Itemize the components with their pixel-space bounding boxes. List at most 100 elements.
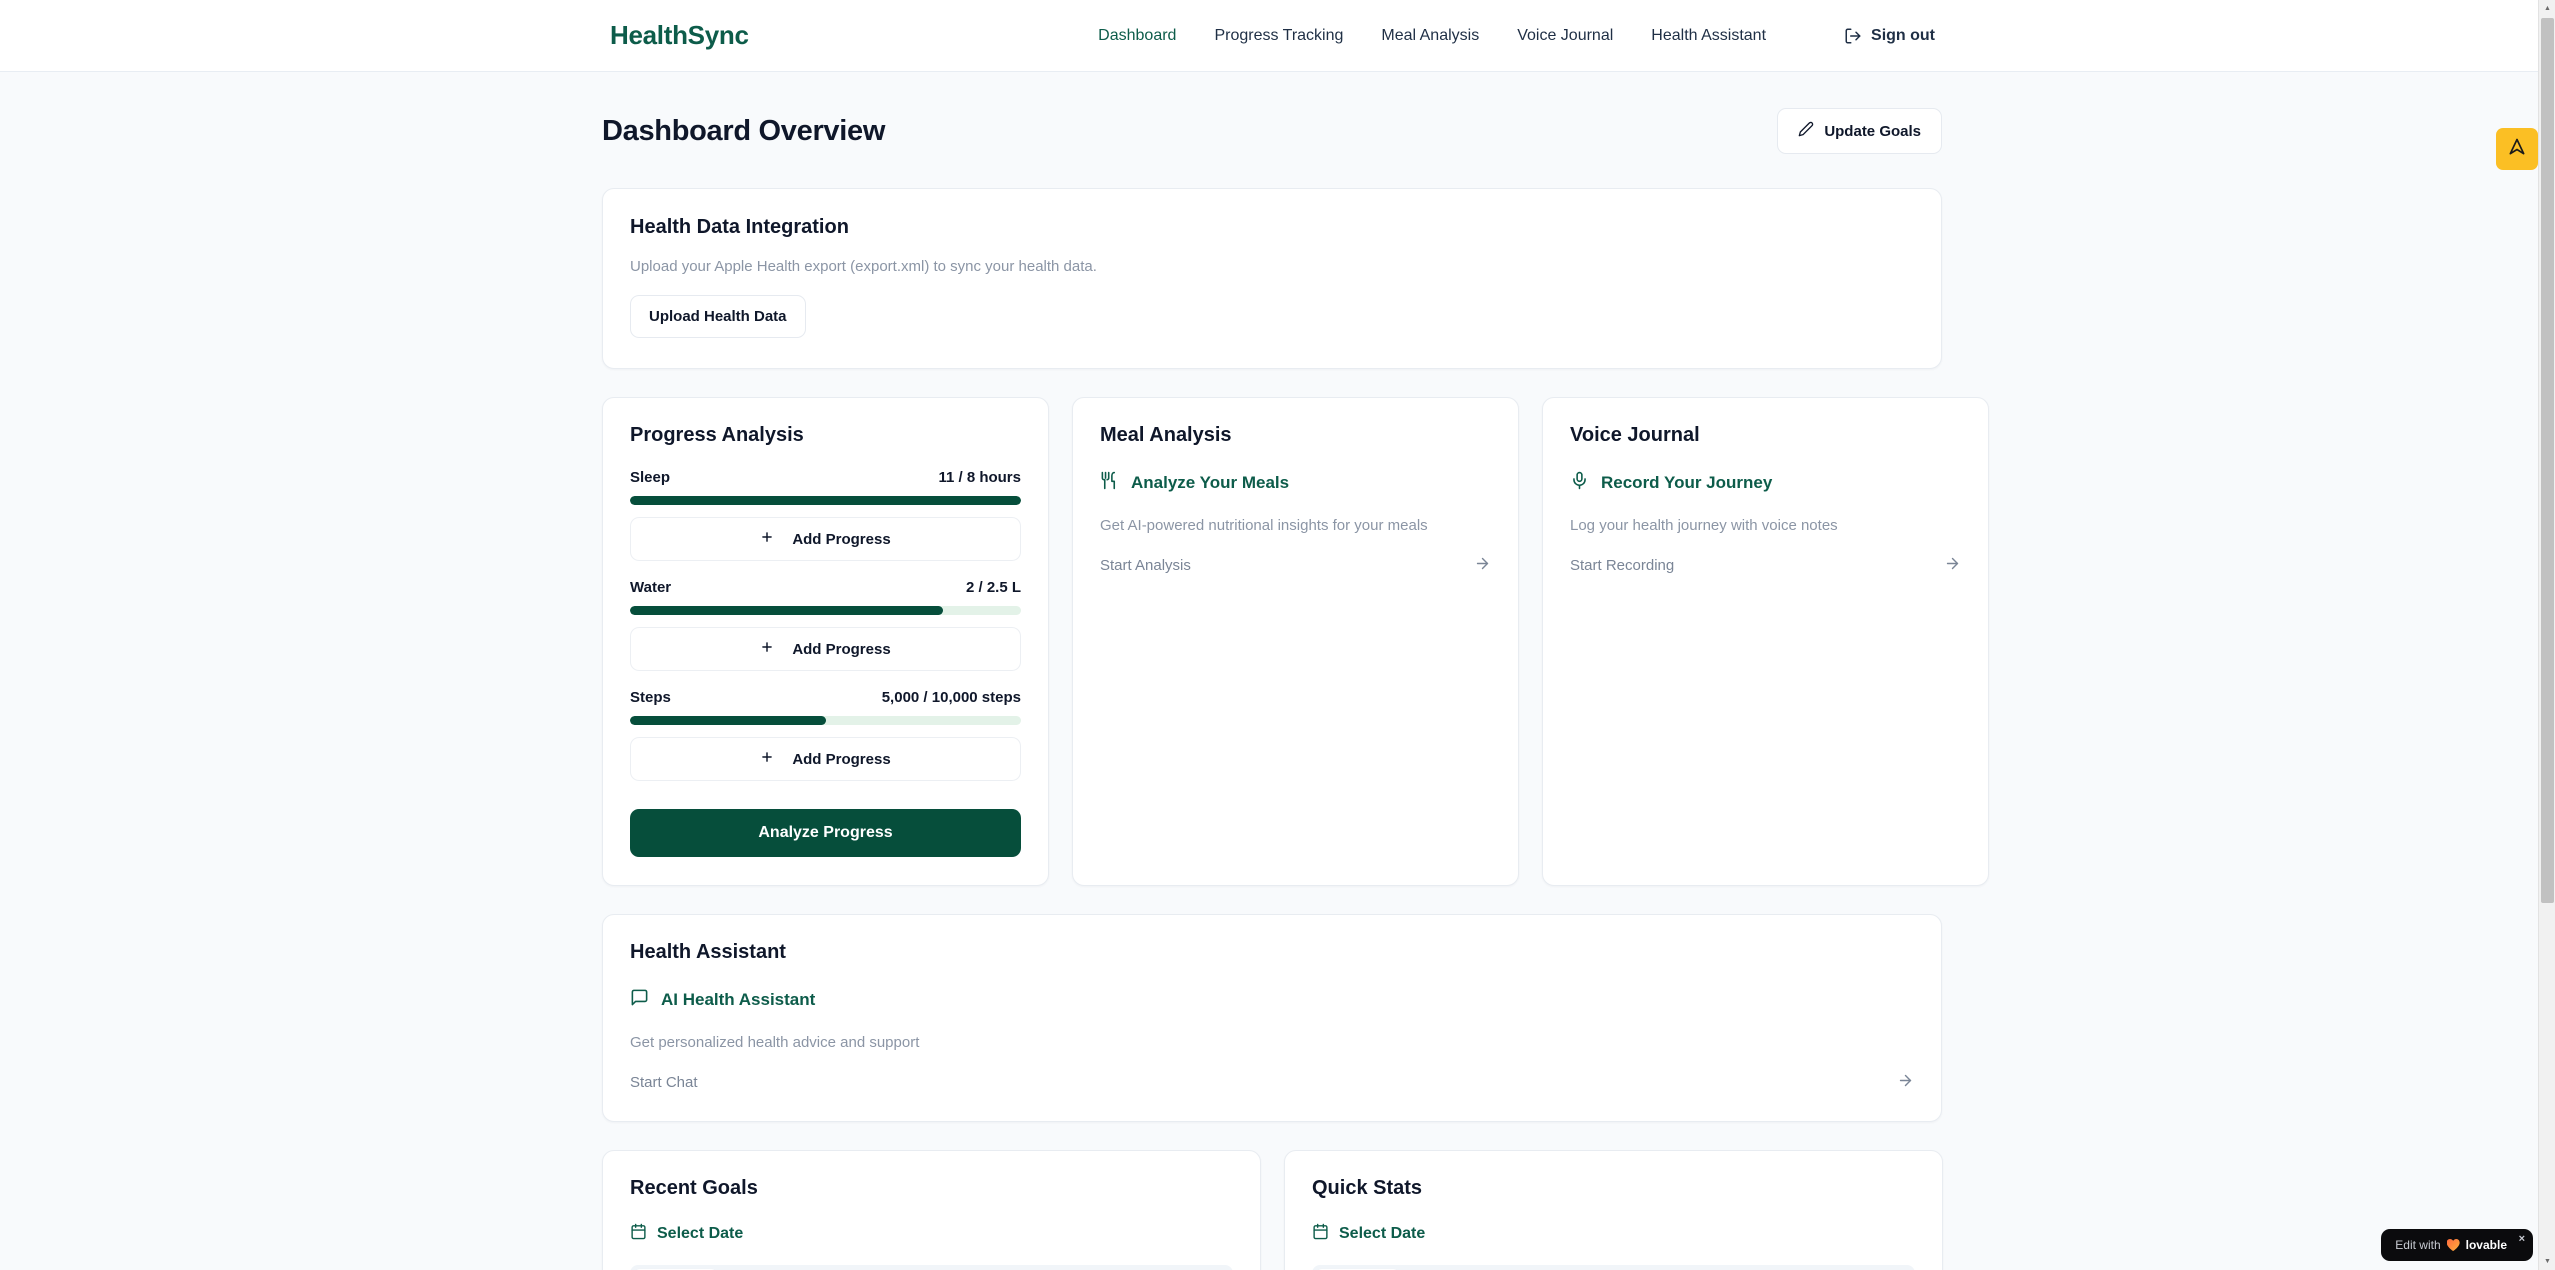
add-progress-sleep-button[interactable]: Add Progress <box>630 517 1021 561</box>
health-assistant-headline-row: AI Health Assistant <box>630 988 1914 1012</box>
metric-sleep-value: 11 / 8 hours <box>938 469 1021 486</box>
recent-goals-date-tabs: Today Yesterday Sat, Feb 1 Fri, Jan 31 T… <box>630 1265 1233 1270</box>
add-progress-water-button[interactable]: Add Progress <box>630 627 1021 671</box>
metric-water: Water 2 / 2.5 L Add Progress <box>630 579 1021 671</box>
recent-goals-title: Recent Goals <box>630 1177 758 1199</box>
scroll-down-arrow-icon[interactable]: ▼ <box>2544 1258 2551 1265</box>
metric-steps-label: Steps <box>630 689 671 706</box>
health-assistant-description: Get personalized health advice and suppo… <box>630 1034 920 1051</box>
health-data-integration-description: Upload your Apple Health export (export.… <box>630 258 1097 275</box>
analyze-progress-button[interactable]: Analyze Progress <box>630 809 1021 857</box>
nav-item-dashboard[interactable]: Dashboard <box>1098 26 1177 44</box>
sign-out-label: Sign out <box>1871 26 1935 44</box>
scrollbar-thumb[interactable] <box>2541 18 2554 903</box>
brand-logo[interactable]: HealthSync <box>610 20 749 50</box>
close-icon[interactable]: × <box>2518 1233 2525 1245</box>
metric-water-progressbar <box>630 606 1021 615</box>
pencil-icon <box>1798 121 1814 141</box>
recent-goals-select-date-label: Select Date <box>657 1225 744 1242</box>
start-recording-label: Start Recording <box>1570 557 1675 574</box>
meal-analysis-description: Get AI-powered nutritional insights for … <box>1100 517 1428 534</box>
metric-sleep-progressbar <box>630 496 1021 505</box>
nav-item-health-assistant[interactable]: Health Assistant <box>1651 26 1767 44</box>
edit-with-label: Edit with <box>2395 1238 2441 1252</box>
add-progress-water-label: Add Progress <box>792 640 891 658</box>
metric-sleep: Sleep 11 / 8 hours Add Progress <box>630 469 1021 561</box>
health-data-integration-title: Health Data Integration <box>630 216 849 238</box>
start-recording-link[interactable]: Start Recording <box>1570 555 1961 576</box>
lovable-mark-icon <box>2507 137 2527 162</box>
metric-water-value: 2 / 2.5 L <box>965 579 1021 596</box>
sign-out-button[interactable]: Sign out <box>1844 27 1935 45</box>
nav-item-progress-tracking[interactable]: Progress Tracking <box>1214 26 1344 44</box>
start-analysis-label: Start Analysis <box>1100 557 1191 574</box>
upload-health-data-button[interactable]: Upload Health Data <box>630 295 806 338</box>
start-chat-label: Start Chat <box>630 1074 698 1091</box>
voice-journal-headline: Record Your Journey <box>1601 473 1773 492</box>
nav-item-voice-journal[interactable]: Voice Journal <box>1517 26 1614 44</box>
arrow-right-icon <box>1897 1072 1914 1093</box>
meal-analysis-headline: Analyze Your Meals <box>1131 473 1290 492</box>
meal-analysis-title: Meal Analysis <box>1100 424 1232 446</box>
metric-sleep-label: Sleep <box>630 469 671 486</box>
calendar-icon <box>630 1223 647 1245</box>
metric-sleep-progress-fill <box>630 496 1021 505</box>
voice-journal-headline-row: Record Your Journey <box>1570 471 1961 495</box>
microphone-icon <box>1570 471 1589 495</box>
message-square-icon <box>630 988 649 1012</box>
meal-analysis-headline-row: Analyze Your Meals <box>1100 471 1491 495</box>
health-assistant-card: Health Assistant AI Health Assistant Get… <box>602 914 1942 1122</box>
page-scrollbar[interactable]: ▲ ▼ <box>2538 0 2555 1270</box>
voice-journal-card: Voice Journal Record Your Journey Log yo… <box>1542 397 1989 886</box>
calendar-icon <box>1312 1223 1329 1245</box>
scroll-up-arrow-icon[interactable]: ▲ <box>2544 5 2551 12</box>
nav-links: Dashboard Progress Tracking Meal Analysi… <box>1098 27 1935 45</box>
progress-analysis-card: Progress Analysis Sleep 11 / 8 hours <box>602 397 1049 886</box>
logout-icon <box>1844 27 1862 45</box>
metric-water-label: Water <box>630 579 672 596</box>
add-progress-steps-label: Add Progress <box>792 750 891 768</box>
recent-goals-select-date-button[interactable]: Select Date <box>630 1223 1233 1245</box>
page-title: Dashboard Overview <box>602 114 886 147</box>
arrow-right-icon <box>1944 555 1961 576</box>
add-progress-sleep-label: Add Progress <box>792 530 891 548</box>
feature-row: Progress Analysis Sleep 11 / 8 hours <box>602 397 1989 886</box>
health-assistant-headline: AI Health Assistant <box>661 990 816 1009</box>
start-chat-link[interactable]: Start Chat <box>630 1072 1914 1093</box>
quick-stats-date-tabs: Today Yesterday Sat, Feb 1 Fri, Jan 31 T… <box>1312 1265 1915 1270</box>
arrow-right-icon <box>1474 555 1491 576</box>
metric-steps-value: 5,000 / 10,000 steps <box>881 689 1021 706</box>
nav-item-meal-analysis[interactable]: Meal Analysis <box>1381 26 1480 44</box>
update-goals-button[interactable]: Update Goals <box>1777 108 1942 154</box>
quick-stats-title: Quick Stats <box>1312 1177 1423 1199</box>
quick-stats-card: Quick Stats Select Date Today Yesterday … <box>1284 1150 1943 1270</box>
health-assistant-title: Health Assistant <box>630 941 786 963</box>
metric-water-progress-fill <box>630 606 943 615</box>
health-data-integration-card: Health Data Integration Upload your Appl… <box>602 188 1942 369</box>
metric-steps-progress-fill <box>630 716 826 725</box>
utensils-icon <box>1100 471 1119 495</box>
top-navbar: HealthSync Dashboard Progress Tracking M… <box>0 0 2555 72</box>
add-progress-steps-button[interactable]: Add Progress <box>630 737 1021 781</box>
edit-with-lovable-badge[interactable]: Edit with lovable × <box>2381 1229 2533 1261</box>
voice-journal-title: Voice Journal <box>1570 424 1700 446</box>
bottom-row: Recent Goals Select Date Today Yesterday… <box>602 1150 1943 1270</box>
metric-steps-progressbar <box>630 716 1021 725</box>
meal-analysis-card: Meal Analysis Analyze Your Meals Get AI-… <box>1072 397 1519 886</box>
start-analysis-link[interactable]: Start Analysis <box>1100 555 1491 576</box>
page-header: Dashboard Overview Update Goals <box>602 108 1942 154</box>
voice-journal-description: Log your health journey with voice notes <box>1570 517 1838 534</box>
quick-stats-select-date-button[interactable]: Select Date <box>1312 1223 1915 1245</box>
metric-steps: Steps 5,000 / 10,000 steps Add Progress <box>630 689 1021 781</box>
plus-icon <box>760 640 774 658</box>
plus-icon <box>760 750 774 768</box>
lovable-label: lovable <box>2465 1238 2507 1252</box>
plus-icon <box>760 530 774 548</box>
heart-icon <box>2447 1239 2460 1251</box>
main-content: Dashboard Overview Update Goals Health D… <box>0 72 2555 1270</box>
update-goals-label: Update Goals <box>1824 122 1921 140</box>
lovable-side-badge-button[interactable] <box>2496 128 2538 170</box>
recent-goals-card: Recent Goals Select Date Today Yesterday… <box>602 1150 1261 1270</box>
progress-analysis-title: Progress Analysis <box>630 424 804 446</box>
